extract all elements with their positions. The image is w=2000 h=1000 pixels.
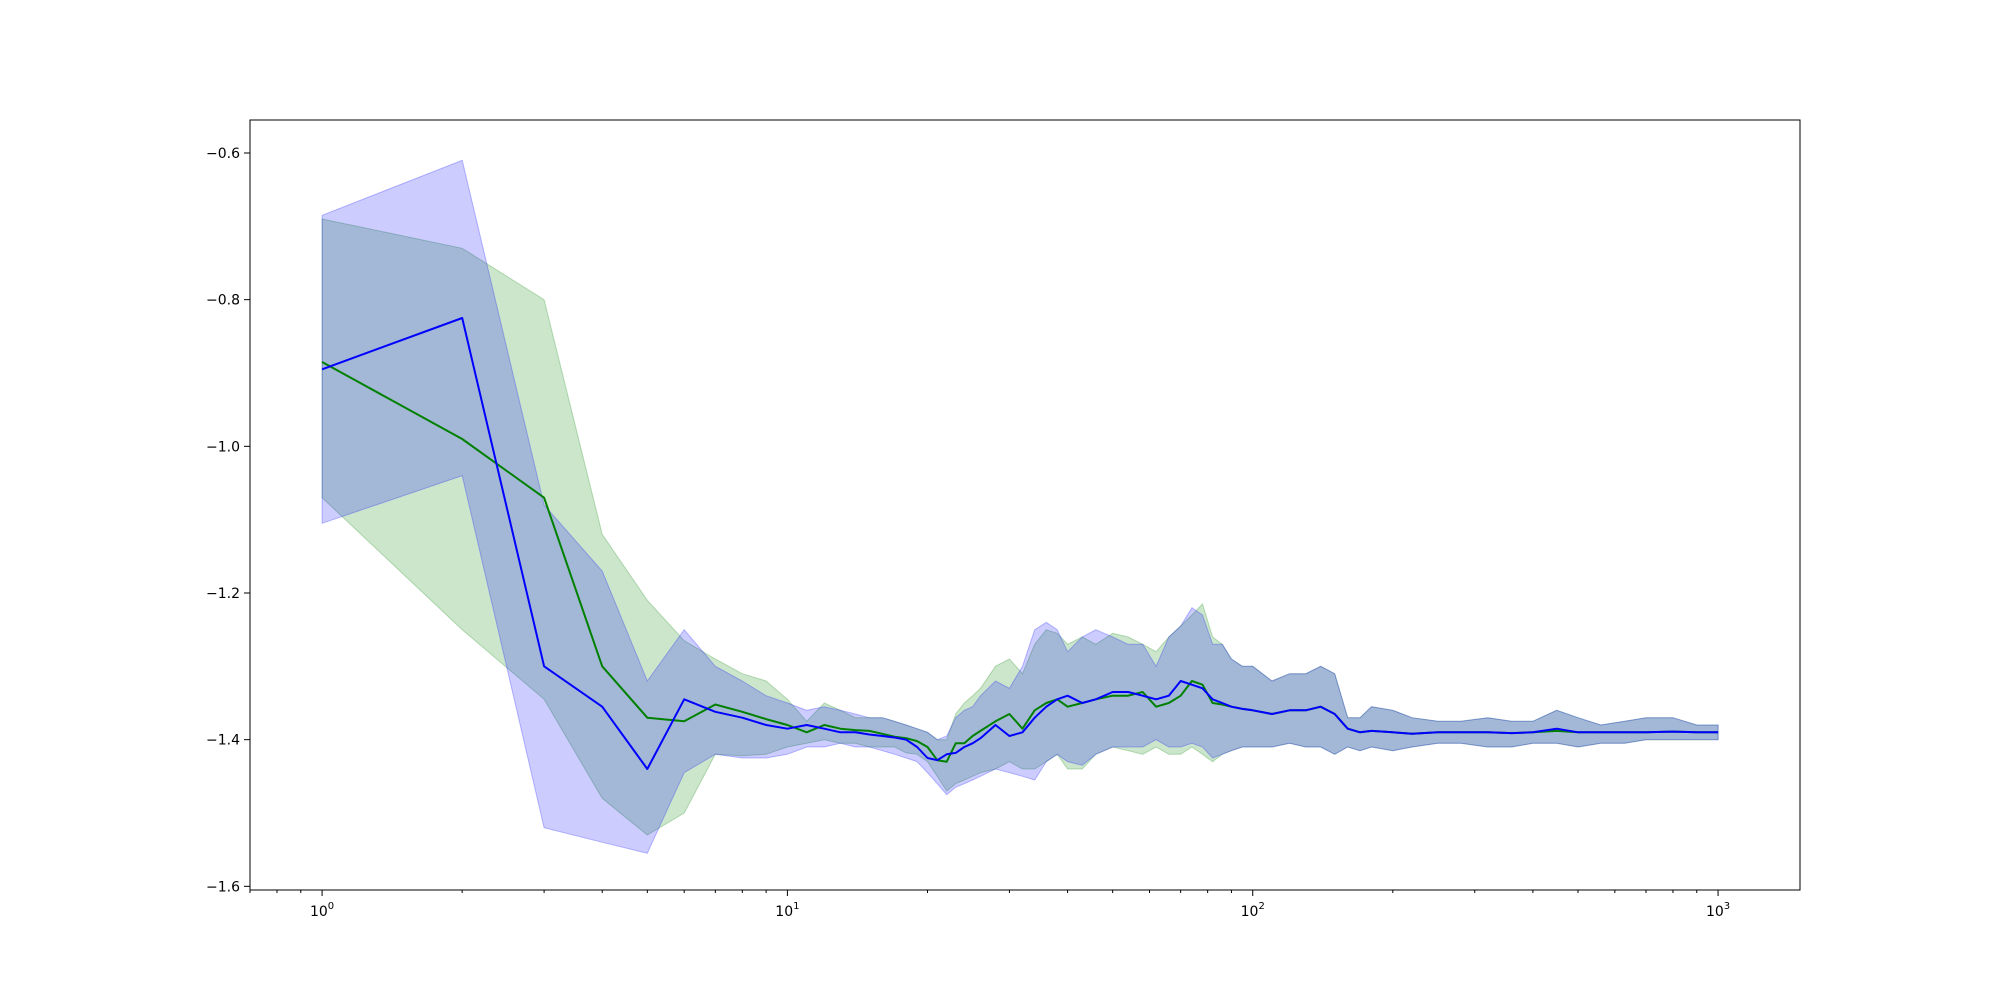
x-tick-label: 103: [1706, 901, 1730, 920]
y-axis: −1.6 −1.4 −1.2 −1.0 −0.8 −0.6: [206, 146, 250, 895]
y-tick-label: −0.6: [206, 146, 240, 162]
x-tick-label: 102: [1241, 901, 1265, 920]
y-tick-label: −1.4: [206, 733, 240, 749]
series-lines: [321, 317, 1719, 770]
x-axis: 100 101 102 103: [249, 890, 1730, 920]
series-1-band: [321, 159, 1719, 854]
series-0-band: [321, 218, 1719, 836]
series-1-line: [321, 317, 1719, 770]
x-tick-label: 101: [775, 901, 799, 920]
y-tick-label: −1.0: [206, 439, 240, 455]
x-tick-label: 100: [310, 901, 334, 920]
y-tick-label: −0.8: [206, 293, 240, 309]
y-tick-label: −1.6: [206, 879, 240, 895]
confidence-bands: [321, 159, 1719, 854]
plot-frame: [249, 119, 1801, 891]
y-tick-label: −1.2: [206, 586, 240, 602]
